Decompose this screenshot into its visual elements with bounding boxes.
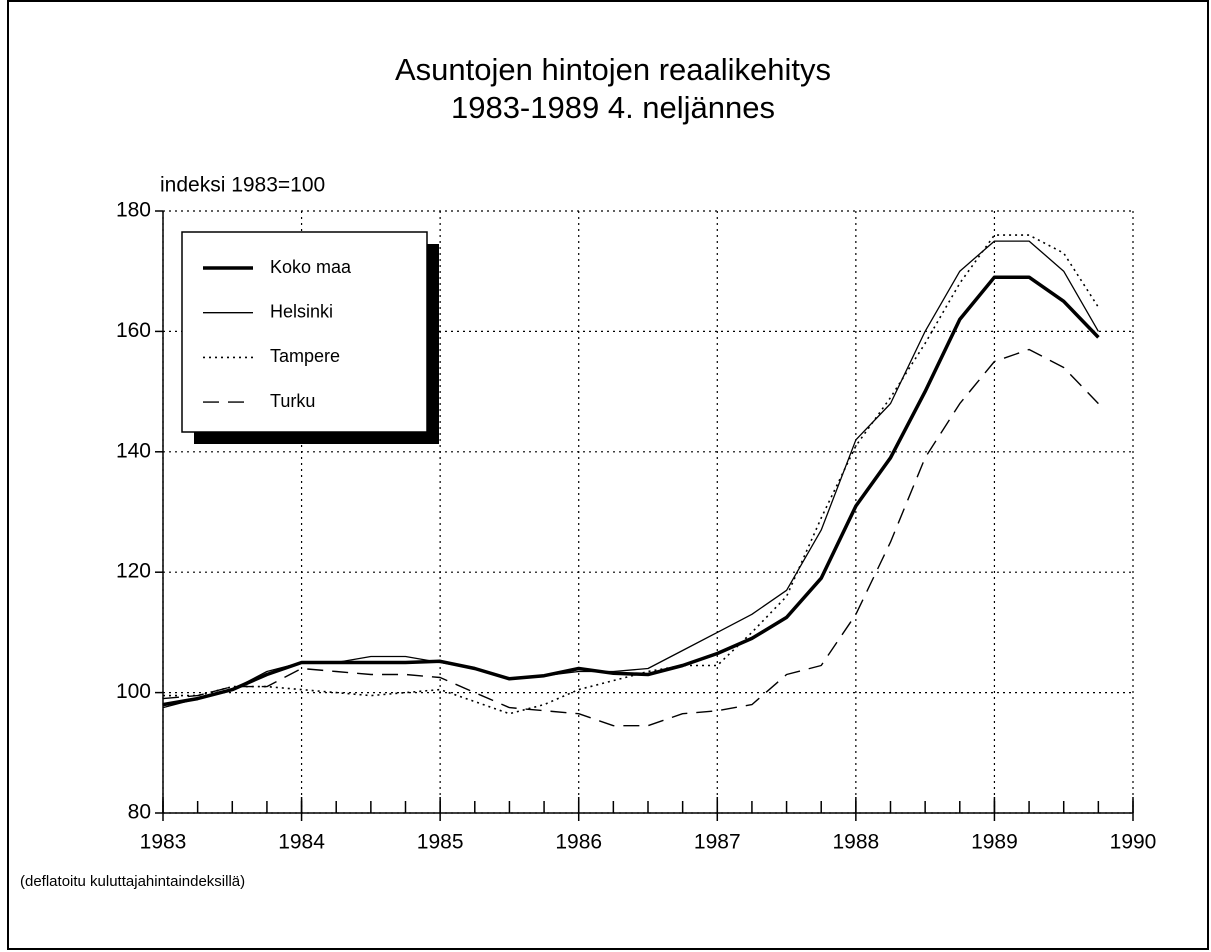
legend-label: Turku — [270, 391, 315, 411]
series-line — [162, 348, 1099, 727]
y-tick-label: 140 — [116, 439, 151, 462]
legend-label: Helsinki — [270, 301, 333, 321]
x-tick-label: 1984 — [278, 831, 325, 854]
chart-title: Asuntojen hintojen reaalikehitys — [395, 52, 831, 87]
legend-label: Koko maa — [270, 257, 352, 277]
legend-box — [181, 231, 428, 433]
frame — [7, 0, 1209, 950]
x-tick-label: 1987 — [694, 831, 741, 854]
y-tick-label: 120 — [116, 560, 151, 583]
series-line — [163, 234, 1100, 715]
y-tick-label: 180 — [116, 199, 151, 222]
y-tick-label: 80 — [128, 801, 151, 824]
x-tick-label: 1985 — [417, 831, 464, 854]
x-tick-label: 1990 — [1110, 831, 1157, 854]
series-line — [162, 240, 1099, 709]
y-tick-label: 160 — [116, 319, 151, 342]
legend-label: Tampere — [270, 346, 340, 366]
x-tick-label: 1989 — [971, 831, 1018, 854]
y-tick-label: 100 — [116, 680, 151, 703]
x-tick-label: 1983 — [140, 831, 187, 854]
x-tick-label: 1986 — [555, 831, 602, 854]
note: (deflatoitu kuluttajahintaindeksillä) — [20, 873, 245, 890]
x-tick-label: 1988 — [832, 831, 879, 854]
chart-title: 1983-1989 4. neljännes — [451, 90, 775, 125]
y-axis-label: indeksi 1983=100 — [160, 174, 325, 197]
